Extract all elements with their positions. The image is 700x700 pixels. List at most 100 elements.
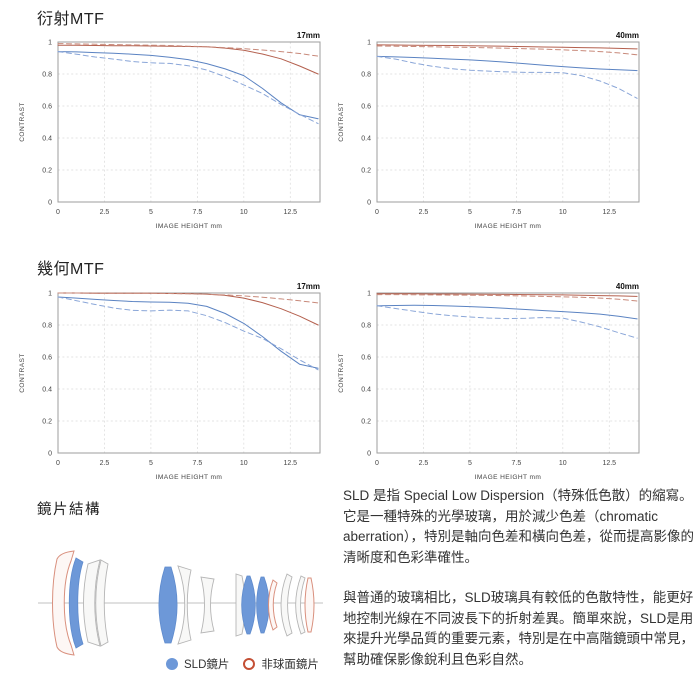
- y-tick-label: 0: [48, 451, 52, 458]
- geometric-mtf-chart-40mm: 0 2.5 5 7.5 10 12.5 0 0.2 0.4 0.6 0.8 1 IMAGE HEIGHT…: [329, 283, 649, 483]
- sld-description-paragraph-2: 與普通的玻璃相比，SLD玻璃具有較低的色散特性，能更好地控制光線在不同波長下的折…: [343, 590, 694, 667]
- y-axis-label: CONTRAST: [338, 353, 345, 392]
- x-tick-label: 5: [468, 460, 472, 467]
- x-tick-label: 0: [375, 460, 379, 467]
- geometric-mtf-chart-17mm: 0 2.5 5 7.5 10 12.5 0 0.2 0.4 0.6 0.8 1 IMAGE HEIGHT…: [10, 283, 330, 483]
- plot-frame: [57, 41, 321, 203]
- y-tick-label: 0.8: [42, 72, 52, 79]
- sld-description: SLD 是指 Special Low Dispersion（特殊低色散）的縮寫。…: [343, 486, 699, 690]
- y-tick-label: 0.4: [361, 136, 371, 143]
- x-tick-label: 0: [375, 209, 379, 216]
- x-tick-label: 2.5: [419, 460, 429, 467]
- lens-legend: SLD鏡片 非球面鏡片: [166, 656, 319, 672]
- x-axis-label: IMAGE HEIGHT mm: [156, 223, 223, 230]
- y-tick-label: 0.6: [361, 104, 371, 111]
- plot-frame: [376, 292, 640, 454]
- y-tick-label: 0.4: [42, 136, 52, 143]
- x-tick-label: 10: [240, 209, 248, 216]
- series-blue-dashed: [57, 296, 319, 371]
- section-title-lens-construction: 鏡片結構: [37, 502, 101, 518]
- lens-element-1-aspherical: [52, 550, 75, 656]
- x-tick-label: 0: [56, 209, 60, 216]
- x-tick-label: 12.5: [602, 460, 616, 467]
- mtf-chart-svg: 0 2.5 5 7.5 10 12.5 0 0.2 0.4 0.6 0.8 1 IMAGE HEIGHT…: [338, 283, 640, 481]
- lens-element-6: [177, 565, 192, 645]
- mtf-chart-svg: 0 2.5 5 7.5 10 12.5 0 0.2 0.4 0.6 0.8 1 IMAGE HEIGHT…: [19, 32, 321, 230]
- sld-description-paragraph-1: SLD 是指 Special Low Dispersion（特殊低色散）的縮寫。…: [343, 488, 695, 565]
- series-red-dashed: [376, 294, 638, 302]
- diffraction-mtf-chart-17mm: 0 2.5 5 7.5 10 12.5 0 0.2 0.4 0.6 0.8 1 IMAGE HEIGHT…: [10, 32, 330, 232]
- y-tick-label: 1: [48, 291, 52, 298]
- lens-element-3: [83, 559, 101, 647]
- aspherical-legend-label: 非球面鏡片: [261, 659, 319, 671]
- y-tick-label: 0.8: [361, 323, 371, 330]
- lens-element-13: [295, 575, 306, 635]
- y-tick-label: 0.6: [42, 355, 52, 362]
- lens-element-2-sld: [68, 557, 84, 649]
- y-axis-label: CONTRAST: [19, 102, 26, 141]
- y-tick-label: 0: [367, 200, 371, 207]
- series-blue-dashed: [376, 305, 638, 339]
- y-tick-label: 0.2: [361, 419, 371, 426]
- series-red-dashed: [376, 45, 638, 56]
- mtf-chart-svg: 0 2.5 5 7.5 10 12.5 0 0.2 0.4 0.6 0.8 1 IMAGE HEIGHT…: [338, 32, 640, 230]
- mtf-chart-svg: 0 2.5 5 7.5 10 12.5 0 0.2 0.4 0.6 0.8 1 IMAGE HEIGHT…: [19, 283, 321, 481]
- lens-element-7: [200, 576, 215, 634]
- focal-length-label: 40mm: [616, 32, 639, 40]
- focal-length-label: 17mm: [297, 32, 320, 40]
- x-axis-label: IMAGE HEIGHT mm: [475, 474, 542, 481]
- lens-element-14-aspherical: [304, 577, 315, 633]
- lens-element-5-sld: [158, 566, 178, 644]
- series-blue-solid: [57, 51, 319, 120]
- y-tick-label: 0.6: [361, 355, 371, 362]
- x-tick-label: 12.5: [283, 460, 297, 467]
- y-tick-label: 0.6: [42, 104, 52, 111]
- series-blue-solid: [376, 304, 638, 320]
- lens-element-10-sld: [256, 576, 270, 634]
- x-tick-label: 10: [240, 460, 248, 467]
- series-red-solid: [376, 44, 638, 50]
- y-tick-label: 0: [367, 451, 371, 458]
- x-tick-label: 7.5: [192, 460, 202, 467]
- lens-construction-diagram: [38, 550, 323, 656]
- series-red-dashed: [57, 43, 319, 57]
- lens-element-4: [95, 559, 109, 647]
- x-tick-label: 10: [559, 209, 567, 216]
- x-axis-label: IMAGE HEIGHT mm: [475, 223, 542, 230]
- x-tick-label: 0: [56, 460, 60, 467]
- focal-length-label: 40mm: [616, 283, 639, 291]
- lens-element-11-aspherical: [268, 579, 278, 631]
- section-title-geometric-mtf: 幾何MTF: [37, 261, 105, 278]
- series-red-solid: [57, 292, 319, 326]
- x-tick-label: 10: [559, 460, 567, 467]
- x-tick-label: 12.5: [602, 209, 616, 216]
- y-axis-label: CONTRAST: [338, 102, 345, 141]
- x-tick-label: 7.5: [192, 209, 202, 216]
- lens-element-12: [280, 573, 293, 637]
- y-tick-label: 0: [48, 200, 52, 207]
- series-blue-dashed: [57, 51, 319, 125]
- y-tick-label: 1: [367, 291, 371, 298]
- y-tick-label: 0.4: [361, 387, 371, 394]
- aspherical-element-icon: [243, 658, 256, 670]
- series-blue-solid: [57, 296, 319, 369]
- x-axis-label: IMAGE HEIGHT mm: [156, 474, 223, 481]
- diffraction-mtf-chart-40mm: 0 2.5 5 7.5 10 12.5 0 0.2 0.4 0.6 0.8 1 IMAGE HEIGHT…: [329, 32, 649, 232]
- series-blue-solid: [376, 55, 638, 72]
- y-axis-label: CONTRAST: [19, 353, 26, 392]
- x-tick-label: 7.5: [511, 460, 521, 467]
- y-tick-label: 1: [48, 40, 52, 47]
- plot-frame: [376, 41, 640, 203]
- x-tick-label: 12.5: [283, 209, 297, 216]
- y-tick-label: 0.2: [361, 168, 371, 175]
- x-tick-label: 2.5: [419, 209, 429, 216]
- lens-element-9-sld: [241, 575, 256, 635]
- x-tick-label: 5: [149, 460, 153, 467]
- x-tick-label: 2.5: [100, 209, 110, 216]
- y-tick-label: 0.2: [42, 168, 52, 175]
- x-tick-label: 7.5: [511, 209, 521, 216]
- y-tick-label: 1: [367, 40, 371, 47]
- y-tick-label: 0.8: [42, 323, 52, 330]
- plot-frame: [57, 292, 321, 454]
